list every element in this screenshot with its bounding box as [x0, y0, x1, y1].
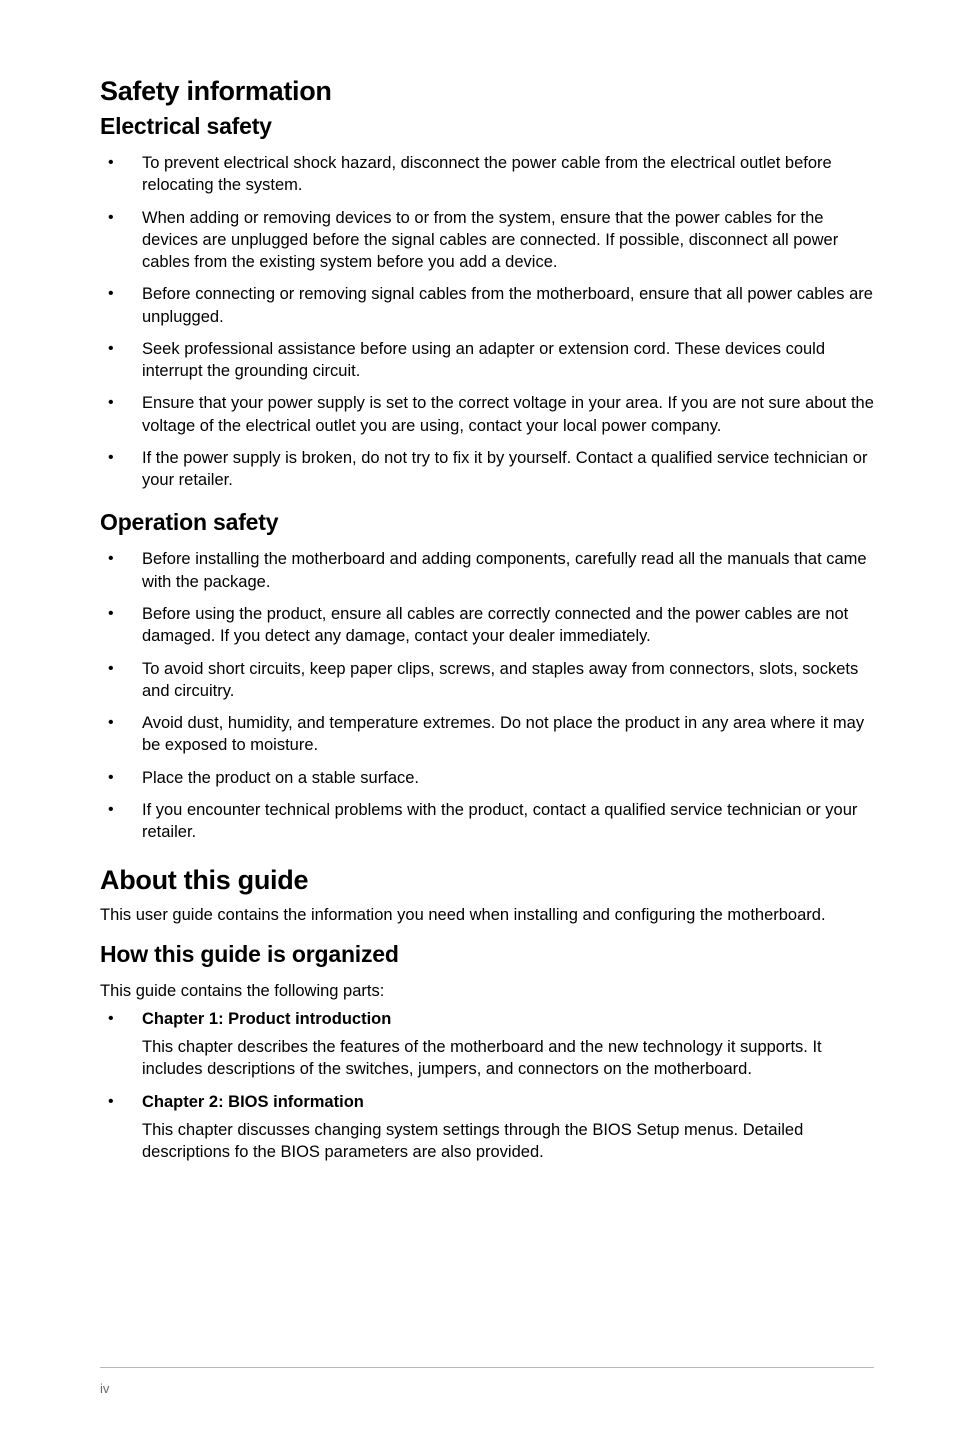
chapter-desc: This chapter discusses changing system s…	[142, 1119, 874, 1164]
chapter-label: Chapter 2: BIOS information	[142, 1093, 364, 1111]
how-organized-heading: How this guide is organized	[100, 941, 874, 968]
list-item: Chapter 2: BIOS information This chapter…	[100, 1091, 874, 1164]
about-guide-title: About this guide	[100, 865, 874, 896]
list-item: To prevent electrical shock hazard, disc…	[100, 152, 874, 197]
electrical-safety-list: To prevent electrical shock hazard, disc…	[100, 152, 874, 491]
electrical-safety-heading: Electrical safety	[100, 113, 874, 140]
list-item: Seek professional assistance before usin…	[100, 338, 874, 383]
about-guide-intro: This user guide contains the information…	[100, 904, 874, 926]
chapters-list: Chapter 1: Product introduction This cha…	[100, 1008, 874, 1164]
operation-safety-list: Before installing the motherboard and ad…	[100, 548, 874, 843]
chapter-label: Chapter 1: Product introduction	[142, 1010, 391, 1028]
operation-safety-heading: Operation safety	[100, 509, 874, 536]
list-item: Place the product on a stable surface.	[100, 767, 874, 789]
list-item: Chapter 1: Product introduction This cha…	[100, 1008, 874, 1081]
list-item: Before installing the motherboard and ad…	[100, 548, 874, 593]
list-item: To avoid short circuits, keep paper clip…	[100, 658, 874, 703]
chapter-desc: This chapter describes the features of t…	[142, 1036, 874, 1081]
list-item: If the power supply is broken, do not tr…	[100, 447, 874, 492]
how-organized-intro: This guide contains the following parts:	[100, 980, 874, 1002]
list-item: Ensure that your power supply is set to …	[100, 392, 874, 437]
footer-rule	[100, 1367, 874, 1368]
safety-info-title: Safety information	[100, 76, 874, 107]
page-number: iv	[100, 1381, 109, 1396]
list-item: Avoid dust, humidity, and temperature ex…	[100, 712, 874, 757]
list-item: Before using the product, ensure all cab…	[100, 603, 874, 648]
list-item: If you encounter technical problems with…	[100, 799, 874, 844]
list-item: When adding or removing devices to or fr…	[100, 207, 874, 274]
list-item: Before connecting or removing signal cab…	[100, 283, 874, 328]
